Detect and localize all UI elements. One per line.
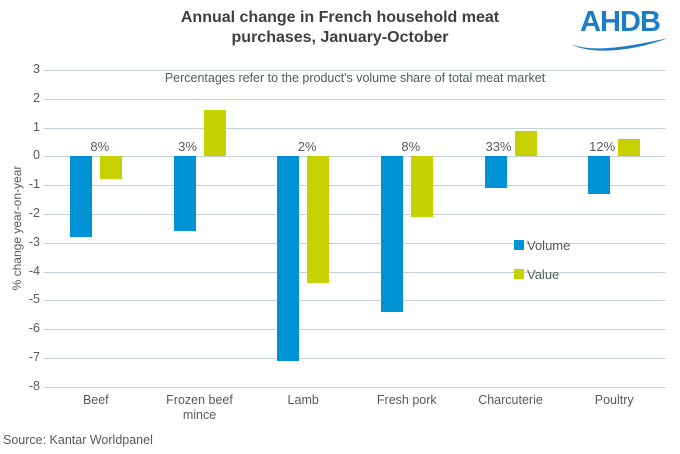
bar-value-beef — [99, 156, 122, 180]
gridline — [44, 329, 666, 331]
chart-title-line1: Annual change in French household meat — [180, 9, 500, 26]
source-note: Source: Kantar Worldpanel — [3, 433, 153, 447]
gridline — [44, 156, 666, 158]
legend-item-value: Value — [514, 266, 570, 282]
bar-value-poultry — [618, 139, 641, 157]
gridline — [44, 386, 666, 388]
y-tick-label: -4 — [28, 263, 40, 278]
chart-title: Annual change in French household meat p… — [70, 8, 610, 48]
ahdb-logo: AHDB — [570, 8, 670, 52]
share-label-charcuterie: 33% — [485, 139, 512, 155]
bar-volume-poultry — [588, 156, 611, 194]
y-tick-label: 0 — [33, 148, 40, 163]
gridline — [44, 358, 666, 359]
y-tick-label: -1 — [28, 177, 40, 192]
gridline — [44, 70, 666, 71]
y-tick-label: -7 — [28, 350, 40, 364]
ahdb-logo-text: AHDB — [580, 6, 661, 38]
x-axis-label-fresh-pork: Fresh pork — [376, 393, 437, 407]
y-tick-label: -5 — [28, 292, 40, 307]
ahdb-logo-swoosh-icon — [571, 38, 668, 51]
gridline — [44, 300, 666, 302]
bar-volume-beef — [69, 156, 92, 237]
legend-marker-value-icon — [514, 269, 524, 279]
gridline — [44, 214, 666, 215]
bar-volume-fresh-pork — [380, 156, 403, 312]
bar-volume-charcuterie — [484, 156, 507, 189]
chart-subtitle: Percentages refer to the product's volum… — [164, 71, 546, 85]
x-axis-label-lamb: Lamb — [287, 393, 319, 407]
bar-volume-frozen-beef-mince — [173, 156, 196, 232]
legend-label-volume: Volume — [527, 237, 571, 253]
share-label-fresh-pork: 8% — [401, 139, 421, 155]
legend-marker-volume-icon — [514, 240, 524, 250]
bar-value-lamb — [307, 156, 330, 284]
gridline — [44, 242, 666, 244]
x-axis-label-poultry: Poultry — [594, 393, 634, 407]
share-label-frozen-beef-mince: 3% — [178, 139, 197, 155]
y-tick-label: -2 — [28, 206, 40, 220]
y-tick-label: 2 — [33, 90, 40, 105]
bar-value-frozen-beef-mince — [203, 110, 226, 157]
share-label-beef: 8% — [90, 139, 110, 155]
gridline — [44, 127, 666, 129]
bar-volume-lamb — [277, 156, 300, 361]
legend: Volume Value — [514, 237, 570, 295]
y-tick-label: -6 — [28, 321, 40, 336]
y-tick-label: 3 — [33, 62, 40, 76]
chart-title-line2: purchases, January-October — [231, 29, 449, 46]
legend-item-volume: Volume — [514, 237, 570, 253]
y-tick-label: 1 — [33, 119, 40, 134]
bar-value-charcuterie — [514, 130, 537, 157]
x-axis-label-frozen-beef-mince: Frozen beef mince — [166, 393, 233, 422]
y-tick-label: -3 — [28, 234, 40, 249]
gridline — [44, 185, 666, 187]
share-label-poultry: 12% — [589, 139, 616, 155]
legend-label-value: Value — [527, 266, 560, 282]
x-axis-label-charcuterie: Charcuterie — [478, 393, 543, 407]
gridline — [44, 271, 666, 273]
gridline — [44, 98, 666, 100]
share-label-lamb: 2% — [297, 139, 317, 155]
bar-value-fresh-pork — [410, 156, 433, 217]
x-axis-label-beef: Beef — [82, 393, 109, 407]
y-tick-label: -8 — [28, 378, 40, 393]
